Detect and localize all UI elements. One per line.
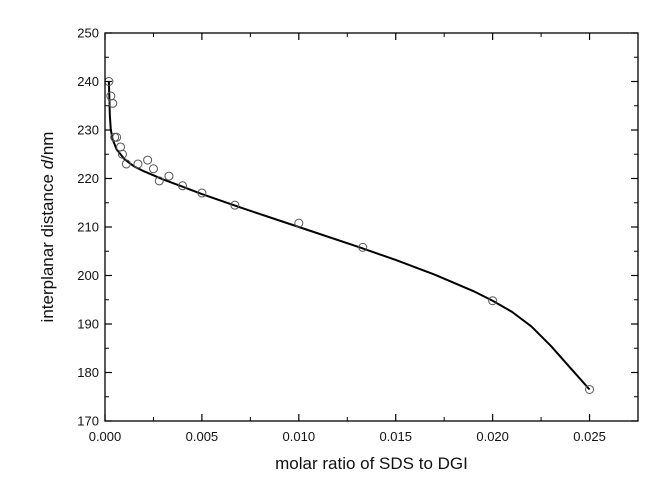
x-tick-label: 0.025 [573, 429, 606, 444]
y-tick-label: 190 [77, 317, 99, 332]
y-tick-label: 170 [77, 414, 99, 429]
data-point [143, 155, 153, 165]
x-tick-label: 0.010 [283, 429, 316, 444]
y-tick-label: 230 [77, 123, 99, 138]
data-point [197, 188, 207, 198]
y-tick-label: 220 [77, 171, 99, 186]
y-tick-label: 200 [77, 268, 99, 283]
data-point [358, 242, 368, 252]
x-axis-title: molar ratio of SDS to DGI [275, 454, 468, 473]
data-point [117, 149, 127, 159]
data-point [112, 132, 122, 142]
data-point [178, 181, 188, 191]
tick-labels: 0.000 0.005 0.010 0.015 0.020 0.025 170 180 190 2… [77, 26, 606, 445]
plot-frame [104, 32, 639, 422]
y-axis-title: interplanar distance d/nm [38, 132, 57, 323]
plot-area [104, 77, 595, 394]
data-point [148, 164, 158, 174]
data-point [106, 91, 116, 101]
y-axis-title-symbol: d [38, 159, 57, 169]
y-tick-label: 180 [77, 365, 99, 380]
data-point [154, 176, 164, 186]
data-point [116, 142, 126, 152]
fit-line [107, 81, 591, 391]
data-point [121, 159, 131, 169]
data-point [230, 200, 240, 210]
y-tick-label: 240 [77, 74, 99, 89]
y-axis-title-suffix: /nm [38, 132, 57, 160]
x-tick-label: 0.000 [89, 429, 122, 444]
data-point [294, 218, 304, 228]
y-tick-label: 250 [77, 26, 99, 41]
data-point [164, 171, 174, 181]
y-axis-title-prefix: interplanar distance [38, 169, 57, 322]
x-tick-label: 0.005 [186, 429, 219, 444]
y-tick-label: 210 [77, 220, 99, 235]
data-point [585, 384, 595, 394]
data-point [108, 98, 118, 108]
axis-ticks [104, 32, 638, 422]
x-tick-label: 0.020 [476, 429, 509, 444]
x-tick-label: 0.015 [379, 429, 412, 444]
data-point [133, 159, 143, 169]
data-point [488, 296, 498, 306]
